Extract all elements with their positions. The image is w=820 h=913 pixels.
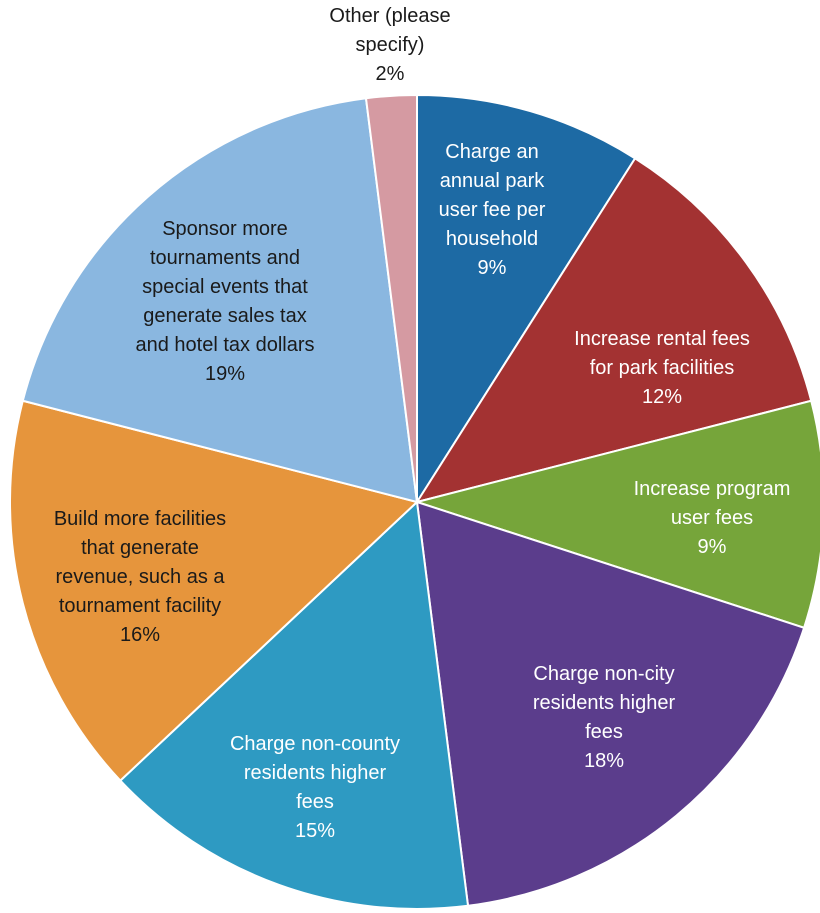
pie-slice xyxy=(416,93,637,506)
slice-label-line: revenue, such as a xyxy=(56,566,226,588)
slice-label-line: Charge non-city xyxy=(533,663,674,685)
pie-slice xyxy=(413,399,820,630)
slice-label-line: fees xyxy=(296,791,334,813)
slice-label-line: residents higher xyxy=(244,762,387,784)
pie-slice xyxy=(364,93,418,503)
slice-label-line: user fee per xyxy=(439,199,546,221)
pie-slice xyxy=(9,399,420,783)
slice-percent: 9% xyxy=(478,257,507,279)
slice-label-line: tournament facility xyxy=(59,595,221,617)
slice-label-line: household xyxy=(446,228,538,250)
slice-label: Charge non-county residents higher fees 15% xyxy=(230,733,400,842)
pie-slice xyxy=(118,499,470,910)
slice-label: Build more facilities that generate revenu… xyxy=(54,508,226,646)
pie-slice xyxy=(414,156,813,504)
slice-label-line: Increase rental fees xyxy=(574,328,750,350)
slice-label-line: special events that xyxy=(142,276,308,298)
slice-label: Increase rental fees for park facilities 1… xyxy=(574,328,750,408)
slice-label-line: Charge non-county xyxy=(230,733,400,755)
slice-label-line: and hotel tax dollars xyxy=(135,334,314,356)
slice-percent: 18% xyxy=(584,750,624,772)
slice-percent: 2% xyxy=(376,63,405,85)
slice-label-line: Sponsor more xyxy=(162,218,288,240)
slice-label: Other (please specify) 2% xyxy=(329,5,450,85)
slice-label-line: specify) xyxy=(356,34,425,56)
pie-labels: Charge an annual park user fee per househol… xyxy=(54,5,791,842)
slice-label-line: for park facilities xyxy=(590,357,735,379)
slice-label-line: fees xyxy=(585,721,623,743)
pie-slice xyxy=(415,500,806,907)
slice-percent: 9% xyxy=(698,536,727,558)
slice-label-line: annual park xyxy=(440,170,546,192)
slice-percent: 16% xyxy=(120,624,160,646)
slice-percent: 19% xyxy=(205,363,245,385)
slice-label-line: residents higher xyxy=(533,692,676,714)
slice-label: Charge an annual park user fee per househol… xyxy=(439,141,546,279)
slice-percent: 15% xyxy=(295,820,335,842)
slice-label-line: Charge an xyxy=(445,141,538,163)
slice-label: Charge non-city residents higher fees 18% xyxy=(533,663,676,772)
slice-percent: 12% xyxy=(642,386,682,408)
pie-slice xyxy=(21,97,419,504)
pie-slices xyxy=(9,93,820,910)
slice-label: Increase program user fees 9% xyxy=(634,478,791,558)
slice-label-line: tournaments and xyxy=(150,247,300,269)
slice-label-line: Build more facilities xyxy=(54,508,226,530)
slice-label-line: Other (please xyxy=(329,5,450,27)
slice-label-line: generate sales tax xyxy=(143,305,306,327)
slice-label-line: Increase program xyxy=(634,478,791,500)
slice-label: Sponsor more tournaments and special event… xyxy=(135,218,314,385)
slice-label-line: that generate xyxy=(81,537,199,559)
slice-label-line: user fees xyxy=(671,507,753,529)
